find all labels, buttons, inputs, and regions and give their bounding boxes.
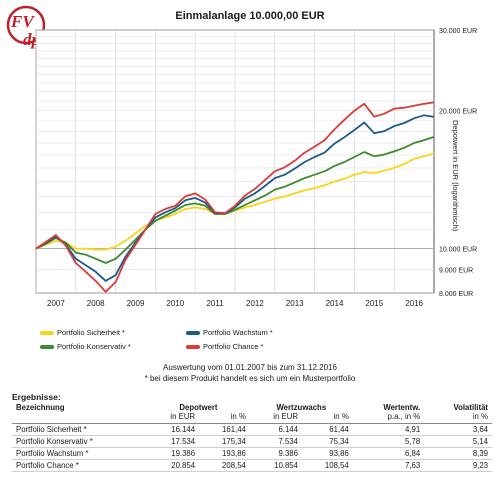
col-subheader-depot-pct: in % [199, 412, 250, 424]
x-tick-labels: 2007 2008 2009 2010 2011 2012 2013 2014 2015 2016 [47, 299, 424, 308]
legend-swatch-chance [186, 344, 200, 349]
cell-depot-pct: 208,54 [199, 459, 250, 472]
cell-depot-eur: 19.386 [147, 447, 200, 460]
x-tick-label: 2016 [405, 299, 423, 308]
cell-zuwachs-eur: 7.534 [249, 435, 302, 448]
series-line-konservativ [35, 136, 435, 264]
col-subheader-depot-eur: in EUR [147, 412, 200, 424]
results-table: Bezeichnung Depotwert Wertzuwachs Werten… [12, 403, 492, 472]
cell-depot-pct: 175,34 [199, 435, 250, 448]
cell-zuwachs-eur: 6.144 [249, 423, 302, 436]
cell-zuwachs-pct: 93,86 [301, 447, 353, 460]
x-tick-label: 2009 [127, 299, 145, 308]
y-tick-label: 20.000 EUR [439, 109, 477, 116]
cell-zuwachs-eur: 9.386 [249, 447, 302, 460]
cell-vol: 8,39 [424, 447, 492, 460]
col-subheader-pa-pct: p.a., in % [352, 412, 425, 424]
x-tick-label: 2014 [326, 299, 344, 308]
legend-swatch-wachstum [186, 330, 200, 335]
legend-swatch-konservativ [40, 344, 54, 349]
legend-item-konservativ: Portfolio Konservativ * [40, 342, 131, 351]
x-tick-label: 2010 [166, 299, 184, 308]
legend-item-chance: Portfolio Chance * [186, 342, 263, 351]
table-row: Portfolio Konservativ * 17.534 175,34 7.… [12, 435, 492, 448]
cell-depot-eur: 17.534 [147, 435, 200, 448]
x-tick-label: 2007 [47, 299, 65, 308]
cell-pa: 6,84 [352, 447, 425, 460]
col-header-name: Bezeichnung [16, 403, 65, 412]
legend-label-konservativ: Portfolio Konservativ * [57, 342, 131, 351]
performance-chart: 30.000 EUR 20.000 EUR 10.000 EUR 9.000 EUR 8… [35, 28, 477, 308]
y-tick-label: 8.000 EUR [439, 291, 473, 298]
results-heading: Ergebnisse: [12, 392, 61, 402]
col-subheader-zuwachs-eur: in EUR [249, 412, 302, 424]
cell-depot-pct: 193,86 [199, 447, 250, 460]
y-tick-label: 9.000 EUR [439, 268, 473, 275]
cell-vol: 3,64 [424, 423, 492, 436]
col-header-depotwert: Depotwert [179, 403, 218, 412]
cell-vol: 9,23 [424, 459, 492, 472]
table-row: Portfolio Chance * 20.854 208,54 10.854 … [12, 459, 492, 472]
series-line-chance [35, 101, 435, 293]
y-tick-labels: 30.000 EUR 20.000 EUR 10.000 EUR 9.000 EUR 8… [439, 28, 477, 298]
col-header-wertentw: Wertentw. [383, 403, 421, 412]
col-header-volatilitaet: Volatilität [453, 403, 488, 412]
col-subheader-empty [12, 412, 147, 424]
legend-swatch-sicherheit [40, 330, 54, 335]
legend-label-wachstum: Portfolio Wachstum * [203, 328, 273, 337]
cell-name: Portfolio Sicherheit * [12, 423, 147, 436]
x-tick-label: 2011 [206, 299, 224, 308]
cell-depot-pct: 161,44 [199, 423, 250, 436]
x-tick-label: 2012 [246, 299, 264, 308]
cell-pa: 4,91 [352, 423, 425, 436]
series-line-wachstum [35, 114, 435, 282]
legend-item-wachstum: Portfolio Wachstum * [186, 328, 273, 337]
logo-text-top: FV [10, 12, 35, 31]
y-axis-label: Depotwert in EUR (logarithmisch) [451, 120, 460, 232]
cell-name: Portfolio Konservativ * [12, 435, 147, 448]
cell-name: Portfolio Wachstum * [12, 447, 147, 460]
table-row: Portfolio Wachstum * 19.386 193,86 9.386… [12, 447, 492, 460]
y-tick-label: 30.000 EUR [439, 28, 477, 35]
chart-title: Einmalanlage 10.000,00 EUR [175, 10, 325, 22]
sample-portfolio-note: * bei diesem Produkt handelt es sich um … [144, 374, 356, 383]
cell-zuwachs-pct: 61,44 [301, 423, 353, 436]
legend-item-sicherheit: Portfolio Sicherheit * [40, 328, 125, 337]
cell-depot-eur: 16.144 [147, 423, 200, 436]
cell-zuwachs-pct: 75,34 [301, 435, 353, 448]
legend-label-chance: Portfolio Chance * [203, 342, 264, 351]
y-tick-label: 10.000 EUR [439, 247, 477, 254]
evaluation-period-note: Auswertung vom 01.01.2007 bis zum 31.12.… [163, 363, 337, 372]
cell-depot-eur: 20.854 [147, 459, 200, 472]
col-header-wertzuwachs: Wertzuwachs [276, 403, 327, 412]
x-tick-label: 2013 [286, 299, 304, 308]
cell-zuwachs-pct: 108,54 [301, 459, 353, 472]
col-subheader-zuwachs-pct: in % [301, 412, 353, 424]
grid-lines [35, 29, 434, 294]
cell-pa: 7,63 [352, 459, 425, 472]
legend-label-sicherheit: Portfolio Sicherheit * [57, 328, 125, 337]
cell-vol: 5,14 [424, 435, 492, 448]
x-tick-label: 2008 [87, 299, 105, 308]
cell-zuwachs-eur: 10.854 [249, 459, 302, 472]
table-row: Portfolio Sicherheit * 16.144 161,44 6.1… [12, 423, 492, 436]
cell-pa: 5,78 [352, 435, 425, 448]
series-lines [35, 101, 435, 293]
x-tick-label: 2015 [365, 299, 383, 308]
cell-name: Portfolio Chance * [12, 459, 147, 472]
col-subheader-vol-pct: in % [424, 412, 492, 424]
